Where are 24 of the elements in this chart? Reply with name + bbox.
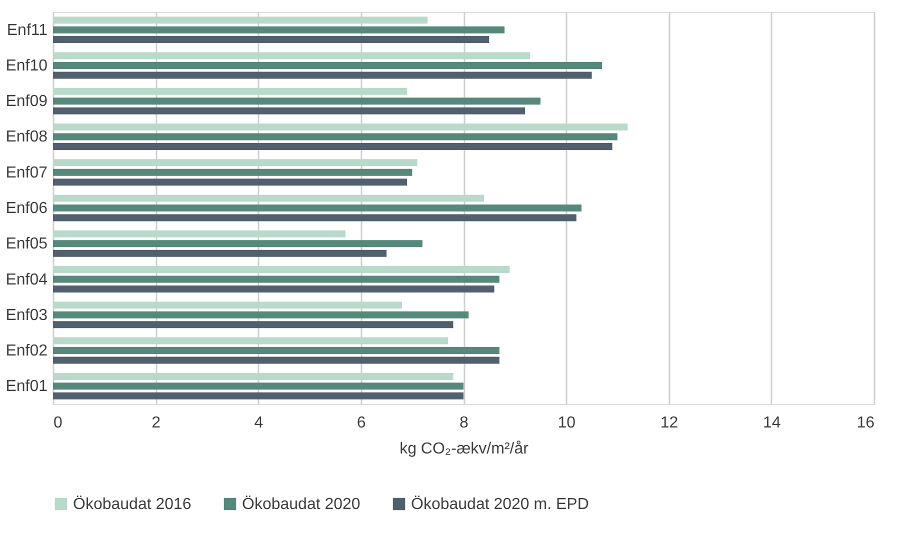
legend-label: Ökobaudat 2016 <box>73 495 192 513</box>
legend-label: Ökobaudat 2020 <box>242 495 360 513</box>
y-tick-label: Enf11 <box>6 22 48 39</box>
x-tick-label: 8 <box>460 414 469 432</box>
y-tick-label: Enf07 <box>6 164 48 182</box>
y-tick-label: Enf04 <box>6 271 48 288</box>
x-tick-label: 14 <box>762 414 781 432</box>
legend-label: Ökobaudat 2020 m. EPD <box>411 495 589 513</box>
x-axis-title: kg CO₂-ækv/m²/år <box>400 440 530 458</box>
x-tick-label: 10 <box>558 414 576 432</box>
x-tick-label: 4 <box>254 414 264 432</box>
x-tick-label: 12 <box>660 414 678 432</box>
y-tick-label: Enf05 <box>6 236 48 253</box>
y-tick-label: Enf03 <box>6 306 48 324</box>
y-tick-label: Enf09 <box>6 93 48 110</box>
y-tick-label: Enf10 <box>6 57 48 74</box>
x-tick-label: 6 <box>356 414 366 432</box>
y-tick-label: Enf01 <box>6 378 48 396</box>
x-tick-label: 2 <box>152 414 161 432</box>
x-tick-label: 0 <box>54 414 62 432</box>
y-tick-label: Enf08 <box>6 128 48 146</box>
y-tick-label: Enf02 <box>6 342 48 360</box>
x-tick-label: 16 <box>856 414 875 432</box>
y-tick-label: Enf06 <box>6 200 48 217</box>
